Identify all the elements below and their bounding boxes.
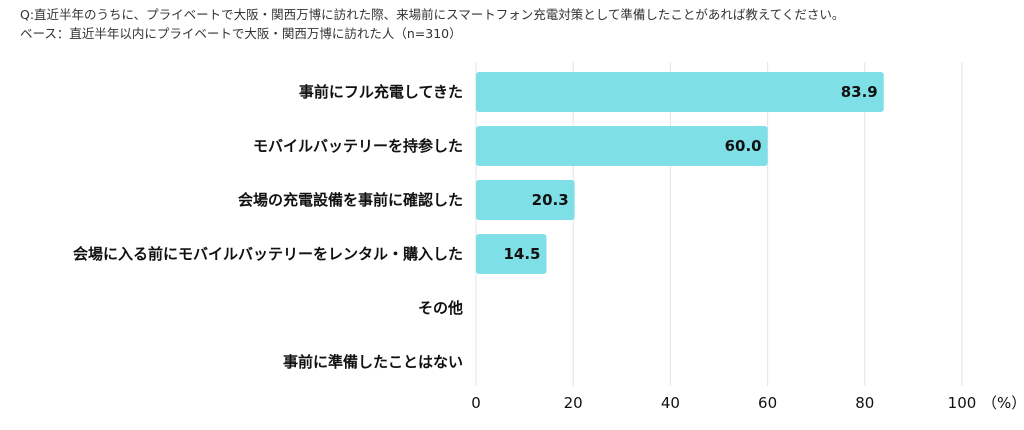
base-text: ベース：直近半年以内にプライベートで大阪・関西万博に訪れた人（n=310） xyxy=(20,26,462,41)
bar xyxy=(476,126,768,166)
x-tick-label: 0 xyxy=(471,394,481,412)
x-unit-label: （%） xyxy=(982,394,1024,412)
category-labels: 事前にフル充電してきたモバイルバッテリーを持参した会場の充電設備を事前に確認した… xyxy=(73,83,463,371)
x-tick-label: 40 xyxy=(661,394,680,412)
value-labels: 83.9 60.0 20.3 14.5 xyxy=(503,83,877,263)
bar xyxy=(476,234,547,274)
value-label: 60.0 xyxy=(725,137,762,155)
bar xyxy=(476,72,884,112)
value-label: 83.9 xyxy=(841,83,878,101)
x-tick-label: 60 xyxy=(758,394,777,412)
x-tick-label: 20 xyxy=(564,394,583,412)
category-label: 会場に入る前にモバイルバッテリーをレンタル・購入した xyxy=(73,245,463,263)
bars xyxy=(476,72,884,274)
value-label: 20.3 xyxy=(532,191,569,209)
category-label: モバイルバッテリーを持参した xyxy=(253,137,463,155)
category-label: 事前にフル充電してきた xyxy=(299,83,463,101)
value-label: 14.5 xyxy=(503,245,540,263)
bar xyxy=(476,180,575,220)
grid-lines xyxy=(475,62,963,386)
x-axis-ticks: 0 20 40 60 80 100 （%） xyxy=(471,394,1024,412)
x-tick-label: 100 xyxy=(948,394,977,412)
category-label: その他 xyxy=(418,299,463,317)
question-text: Q:直近半年のうちに、プライベートで大阪・関西万博に訪れた際、来場前にスマートフ… xyxy=(20,7,845,22)
x-tick-label: 80 xyxy=(855,394,874,412)
category-label: 会場の充電設備を事前に確認した xyxy=(238,191,463,209)
category-label: 事前に準備したことはない xyxy=(283,353,463,371)
chart-header: Q:直近半年のうちに、プライベートで大阪・関西万博に訪れた際、来場前にスマートフ… xyxy=(20,5,844,43)
